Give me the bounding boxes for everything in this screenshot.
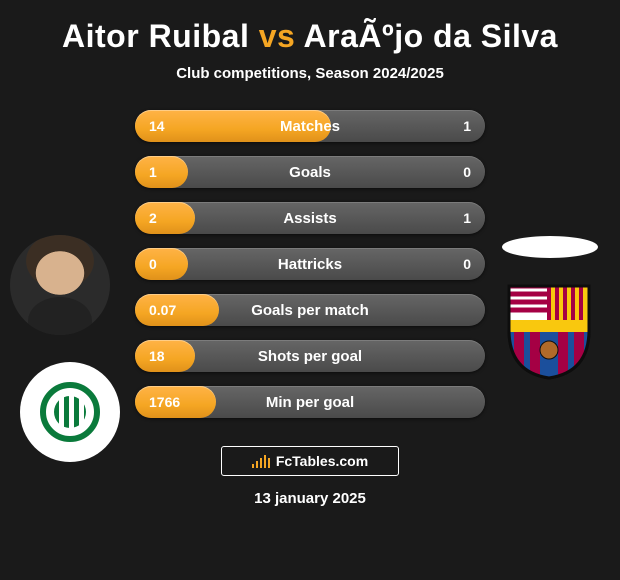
stat-row: 0 Hattricks 0 [135,248,485,280]
stat-label: Hattricks [278,256,342,273]
betis-crest-icon [31,373,109,451]
footer-bars-icon [252,454,270,468]
footer-brand: FcTables.com [221,446,399,476]
footer-brand-text: FcTables.com [276,453,368,469]
stat-label: Matches [280,118,340,135]
stat-row: 14 Matches 1 [135,110,485,142]
stat-row: 18 Shots per goal [135,340,485,372]
stat-row: 1 Goals 0 [135,156,485,188]
subtitle: Club competitions, Season 2024/2025 [0,65,620,82]
stat-fill [135,248,188,280]
stat-fill [135,156,188,188]
stat-value-left: 1 [149,156,157,188]
stat-value-left: 0 [149,248,157,280]
stat-fill [135,294,219,326]
date: 13 january 2025 [0,490,620,507]
stat-label: Shots per goal [258,348,362,365]
stat-value-left: 18 [149,340,165,372]
stat-label: Goals per match [251,302,369,319]
player1-name: Aitor Ruibal [62,18,249,54]
club2-crest [499,280,599,380]
stat-value-left: 2 [149,202,157,234]
stat-value-right: 0 [463,156,471,188]
stat-value-left: 1766 [149,386,180,418]
comparison-title: Aitor Ruibal vs AraÃºjo da Silva [0,0,620,65]
stat-value-left: 14 [149,110,165,142]
stat-fill [135,202,195,234]
barcelona-crest-icon [505,280,593,380]
stat-value-right: 0 [463,248,471,280]
player1-face-icon [10,235,110,335]
vs-label: vs [259,18,296,54]
stat-row: 0.07 Goals per match [135,294,485,326]
club1-crest [20,362,120,462]
stat-row: 1766 Min per goal [135,386,485,418]
stat-list: 14 Matches 1 1 Goals 0 2 Assists 1 0 Hattricks 0 0.0… [135,110,485,418]
stat-label: Min per goal [266,394,354,411]
player2-avatar-placeholder [502,236,598,258]
comparison-layout: 14 Matches 1 1 Goals 0 2 Assists 1 0 Hattricks 0 0.0… [0,110,620,418]
stat-row: 2 Assists 1 [135,202,485,234]
stat-label: Assists [283,210,336,227]
stat-label: Goals [289,164,331,181]
player2-name: AraÃºjo da Silva [304,18,558,54]
stat-value-right: 1 [463,202,471,234]
stat-value-left: 0.07 [149,294,176,326]
stat-value-right: 1 [463,110,471,142]
player1-avatar [10,235,110,335]
